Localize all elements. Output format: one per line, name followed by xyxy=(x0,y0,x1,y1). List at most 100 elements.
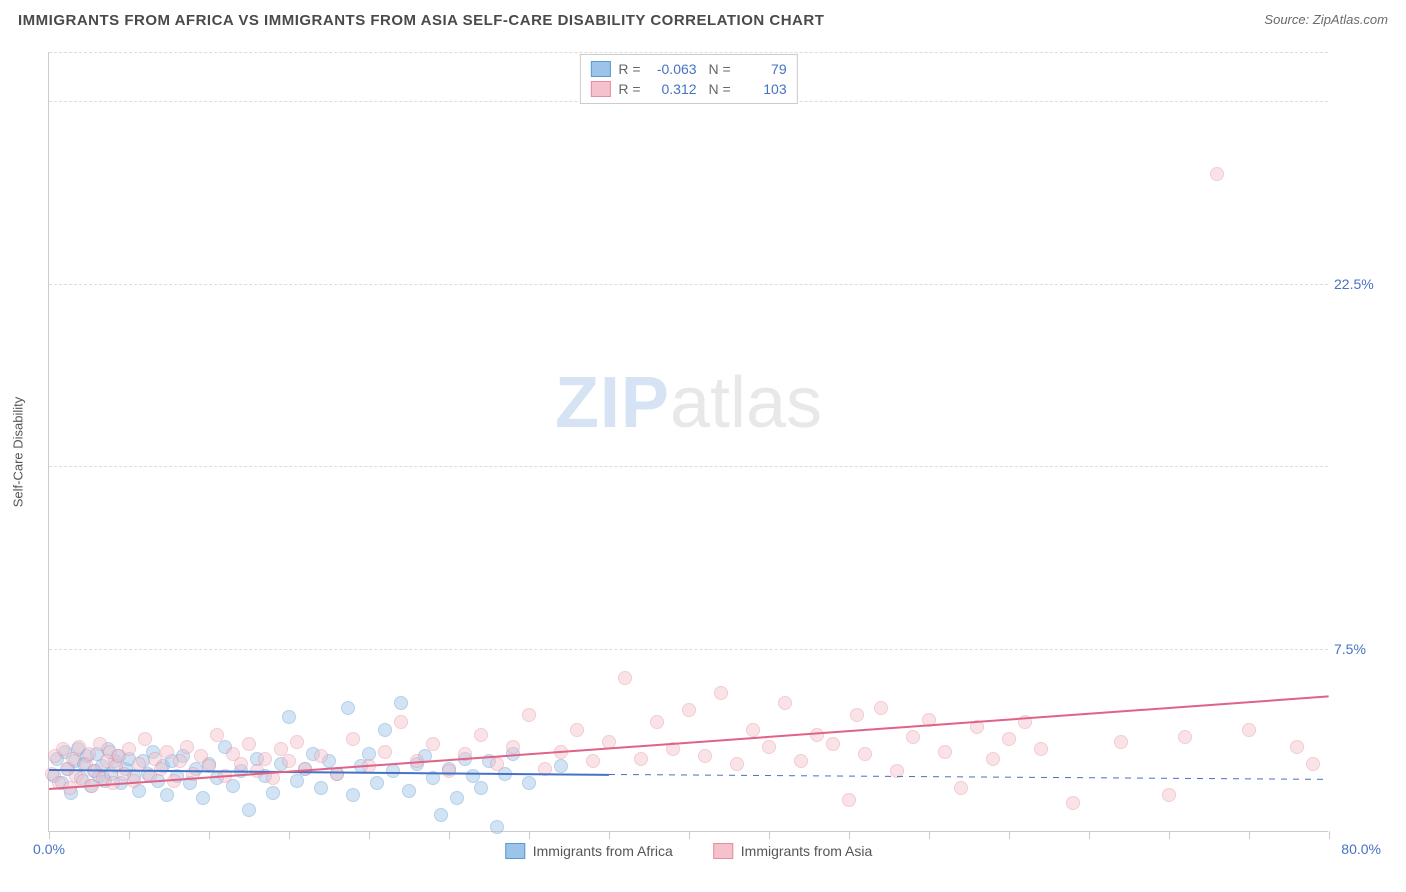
data-point-series-0 xyxy=(434,808,448,822)
data-point-series-0 xyxy=(554,759,568,773)
data-point-series-0 xyxy=(450,791,464,805)
data-point-series-1 xyxy=(242,737,256,751)
x-tick xyxy=(49,831,50,839)
data-point-series-1 xyxy=(506,740,520,754)
watermark: ZIPatlas xyxy=(555,362,822,444)
x-tick xyxy=(929,831,930,839)
data-point-series-1 xyxy=(634,752,648,766)
y-tick-label: 7.5% xyxy=(1334,641,1386,657)
data-point-series-1 xyxy=(234,757,248,771)
data-point-series-1 xyxy=(1210,167,1224,181)
data-point-series-1 xyxy=(842,793,856,807)
data-point-series-0 xyxy=(490,820,504,834)
data-point-series-1 xyxy=(986,752,1000,766)
gridline xyxy=(49,52,1328,53)
data-point-series-1 xyxy=(1162,788,1176,802)
data-point-series-1 xyxy=(778,696,792,710)
data-point-series-1 xyxy=(138,732,152,746)
x-tick xyxy=(129,831,130,839)
x-tick xyxy=(209,831,210,839)
data-point-series-1 xyxy=(132,757,146,771)
data-point-series-1 xyxy=(82,747,96,761)
swatch-series-1 xyxy=(713,843,733,859)
data-point-series-1 xyxy=(618,671,632,685)
data-point-series-1 xyxy=(160,745,174,759)
x-tick xyxy=(1249,831,1250,839)
x-tick xyxy=(769,831,770,839)
swatch-series-0 xyxy=(505,843,525,859)
data-point-series-1 xyxy=(1306,757,1320,771)
data-point-series-1 xyxy=(906,730,920,744)
data-point-series-1 xyxy=(394,715,408,729)
x-tick xyxy=(849,831,850,839)
y-axis-label: Self-Care Disability xyxy=(11,397,26,508)
data-point-series-1 xyxy=(1242,723,1256,737)
x-tick xyxy=(1169,831,1170,839)
x-tick xyxy=(289,831,290,839)
data-point-series-1 xyxy=(850,708,864,722)
data-point-series-1 xyxy=(490,757,504,771)
legend-item-series-1: Immigrants from Asia xyxy=(713,843,872,859)
data-point-series-0 xyxy=(402,784,416,798)
x-tick xyxy=(449,831,450,839)
trend-line xyxy=(609,774,1329,780)
data-point-series-1 xyxy=(650,715,664,729)
data-point-series-0 xyxy=(282,710,296,724)
data-point-series-0 xyxy=(242,803,256,817)
x-tick xyxy=(609,831,610,839)
data-point-series-0 xyxy=(346,788,360,802)
data-point-series-0 xyxy=(394,696,408,710)
x-tick xyxy=(1009,831,1010,839)
swatch-series-1 xyxy=(590,81,610,97)
data-point-series-1 xyxy=(762,740,776,754)
data-point-series-1 xyxy=(714,686,728,700)
swatch-series-0 xyxy=(590,61,610,77)
gridline xyxy=(49,649,1328,650)
series-legend: Immigrants from Africa Immigrants from A… xyxy=(505,843,873,859)
data-point-series-1 xyxy=(1178,730,1192,744)
data-point-series-1 xyxy=(586,754,600,768)
data-point-series-1 xyxy=(173,754,187,768)
data-point-series-1 xyxy=(730,757,744,771)
data-point-series-0 xyxy=(290,774,304,788)
data-point-series-0 xyxy=(196,791,210,805)
x-tick-label: 80.0% xyxy=(1341,841,1381,857)
data-point-series-1 xyxy=(290,735,304,749)
x-tick xyxy=(369,831,370,839)
plot-area: ZIPatlas R = -0.063 N = 79 R = 0.312 N =… xyxy=(48,52,1328,832)
data-point-series-1 xyxy=(698,749,712,763)
x-tick xyxy=(689,831,690,839)
data-point-series-1 xyxy=(1290,740,1304,754)
data-point-series-0 xyxy=(522,776,536,790)
data-point-series-1 xyxy=(378,745,392,759)
x-tick xyxy=(1329,831,1330,839)
data-point-series-1 xyxy=(874,701,888,715)
data-point-series-1 xyxy=(282,754,296,768)
data-point-series-1 xyxy=(954,781,968,795)
data-point-series-1 xyxy=(154,762,168,776)
data-point-series-0 xyxy=(160,788,174,802)
data-point-series-1 xyxy=(746,723,760,737)
legend-row-series-0: R = -0.063 N = 79 xyxy=(590,59,786,79)
legend-row-series-1: R = 0.312 N = 103 xyxy=(590,79,786,99)
gridline xyxy=(49,466,1328,467)
data-point-series-1 xyxy=(826,737,840,751)
data-point-series-1 xyxy=(682,703,696,717)
data-point-series-1 xyxy=(1066,796,1080,810)
data-point-series-1 xyxy=(938,745,952,759)
data-point-series-1 xyxy=(346,732,360,746)
y-tick-label: 22.5% xyxy=(1334,276,1386,292)
x-tick xyxy=(529,831,530,839)
gridline xyxy=(49,284,1328,285)
chart-container: Self-Care Disability ZIPatlas R = -0.063… xyxy=(48,52,1388,852)
correlation-legend: R = -0.063 N = 79 R = 0.312 N = 103 xyxy=(579,54,797,104)
data-point-series-0 xyxy=(474,781,488,795)
data-point-series-1 xyxy=(442,764,456,778)
data-point-series-1 xyxy=(1034,742,1048,756)
data-point-series-1 xyxy=(522,708,536,722)
data-point-series-0 xyxy=(341,701,355,715)
source-attribution: Source: ZipAtlas.com xyxy=(1264,12,1388,27)
x-tick-label: 0.0% xyxy=(33,841,65,857)
data-point-series-1 xyxy=(474,728,488,742)
data-point-series-0 xyxy=(266,786,280,800)
